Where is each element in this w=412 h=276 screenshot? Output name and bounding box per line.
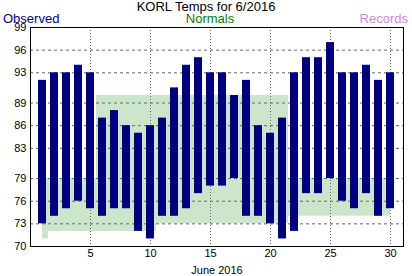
svg-text:89: 89 — [14, 97, 26, 109]
svg-text:15: 15 — [204, 247, 216, 259]
svg-text:99: 99 — [14, 21, 27, 33]
svg-text:Normals: Normals — [186, 11, 235, 26]
svg-text:20: 20 — [264, 247, 276, 259]
svg-text:Observed: Observed — [3, 11, 59, 26]
svg-text:70: 70 — [14, 240, 26, 252]
svg-text:5: 5 — [87, 247, 93, 259]
svg-text:86: 86 — [14, 119, 26, 131]
svg-text:10: 10 — [144, 247, 156, 259]
svg-text:June 2016: June 2016 — [191, 264, 242, 276]
svg-text:73: 73 — [14, 217, 26, 229]
svg-text:93: 93 — [14, 66, 26, 78]
svg-text:30: 30 — [384, 247, 396, 259]
svg-text:79: 79 — [14, 172, 26, 184]
svg-text:Records: Records — [360, 11, 409, 26]
svg-text:96: 96 — [14, 44, 26, 56]
svg-text:83: 83 — [14, 142, 26, 154]
svg-text:76: 76 — [14, 195, 26, 207]
svg-text:25: 25 — [324, 247, 336, 259]
